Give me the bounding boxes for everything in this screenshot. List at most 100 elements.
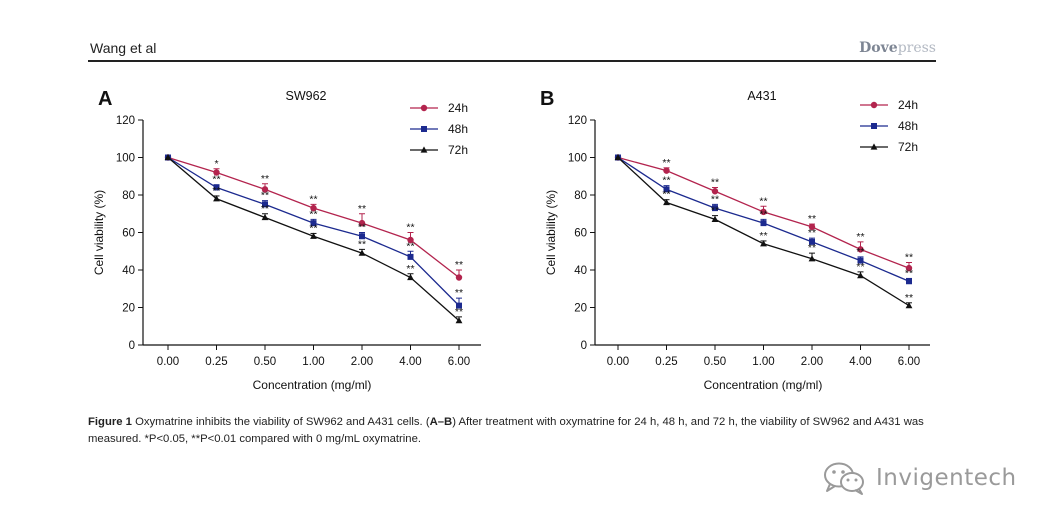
legend-marker: [871, 123, 877, 129]
data-point: [164, 153, 172, 161]
data-point: [261, 213, 269, 221]
x-tick-label: 0.00: [607, 356, 629, 368]
caption-body: ) After treatment with oxymatrine for 24…: [88, 416, 924, 445]
significance-label: **: [406, 263, 414, 275]
y-tick-label: 60: [122, 228, 135, 240]
significance-label: **: [759, 195, 767, 207]
data-point: [455, 317, 463, 324]
significance-label: **: [455, 259, 463, 271]
y-tick-label: 120: [568, 115, 587, 127]
x-axis-label: Concentration (mg/ml): [253, 378, 372, 392]
y-tick-label: 0: [581, 340, 587, 352]
watermark-text: Invigentech: [876, 465, 1017, 491]
significance-label: **: [662, 189, 670, 201]
chart-title: SW962: [286, 89, 327, 103]
legend-marker: [870, 143, 878, 150]
significance-label: **: [711, 177, 719, 189]
data-point: [358, 249, 366, 256]
x-tick-label: 0.00: [157, 356, 179, 368]
x-tick-label: 6.00: [448, 356, 470, 368]
data-point: [711, 188, 719, 195]
y-tick-label: 100: [568, 153, 587, 165]
significance-label: **: [905, 252, 913, 264]
legend-item: 48h: [410, 122, 468, 136]
data-point: [808, 255, 816, 262]
legend-marker: [420, 104, 428, 112]
significance-label: **: [455, 306, 463, 318]
y-tick-label: 20: [122, 303, 135, 315]
data-point: [262, 201, 268, 208]
legend-item: 24h: [410, 101, 468, 115]
significance-label: **: [358, 238, 366, 250]
panel-letter: B: [540, 88, 554, 110]
significance-label: **: [309, 208, 317, 220]
data-point: [663, 198, 670, 206]
data-point: [213, 184, 220, 191]
data-point: [760, 208, 767, 216]
significance-label: **: [261, 190, 269, 202]
wechat-icon: [824, 462, 864, 495]
legend-item: 72h: [860, 140, 918, 154]
legend-label: 24h: [898, 98, 918, 112]
x-tick-label: 2.00: [801, 356, 823, 368]
series-24h: ** ** ** ** ** **: [614, 154, 913, 272]
legend-label: 48h: [448, 122, 468, 136]
data-point: [614, 153, 622, 161]
chart-panel-b: B A431 0 20 40 60 80 100 120 0.00 0.25 0.50 1.00 2.00…: [540, 88, 930, 392]
significance-label: **: [711, 193, 719, 205]
significance-label: **: [856, 261, 864, 273]
data-point: [857, 272, 864, 279]
x-tick-label: 4.00: [849, 356, 871, 368]
data-point: [213, 195, 220, 202]
data-point: [407, 236, 414, 244]
running-head-author: Wang et al: [90, 40, 157, 56]
x-tick-label: 2.00: [351, 356, 373, 368]
y-axis-label: Cell viability (%): [92, 190, 106, 275]
significance-label: **: [905, 267, 913, 279]
data-point: [760, 240, 767, 247]
data-point: [663, 167, 670, 174]
data-point: [906, 278, 912, 285]
significance-label: **: [856, 231, 864, 243]
significance-label: **: [905, 292, 913, 304]
y-tick-label: 80: [122, 190, 135, 202]
data-point: [358, 219, 366, 227]
significance-label: **: [662, 157, 670, 169]
chart-title: A431: [747, 89, 776, 103]
data-point: [760, 220, 767, 227]
data-point: [711, 215, 719, 222]
header-rule: [88, 60, 936, 62]
caption-intro: Oxymatrine inhibits the viability of SW9…: [131, 416, 430, 428]
legend-label: 72h: [898, 140, 918, 154]
y-tick-label: 20: [574, 303, 587, 315]
data-point: [905, 302, 913, 309]
significance-label: **: [759, 230, 767, 242]
data-point: [808, 223, 816, 231]
chart-panel-a: A SW962 0 20 40 60 80 100 120 0.00 0.25 0.50 1.00 2.0…: [92, 88, 481, 392]
data-point: [407, 273, 414, 281]
data-point: [712, 205, 718, 212]
data-point: [261, 186, 269, 193]
series-48h: ** ** ** ** ** **: [165, 154, 463, 309]
legend-label: 48h: [898, 119, 918, 133]
significance-label: **: [358, 222, 366, 234]
data-point: [456, 302, 462, 309]
significance-label: **: [808, 213, 816, 225]
panel-letter: A: [98, 88, 112, 110]
y-tick-label: 80: [574, 190, 587, 202]
data-point: [310, 204, 317, 212]
y-tick-label: 0: [129, 340, 135, 352]
x-tick-label: 0.25: [205, 356, 227, 368]
x-axis-label: Concentration (mg/ml): [704, 378, 823, 392]
x-tick-label: 4.00: [399, 356, 421, 368]
data-point: [905, 264, 913, 272]
significance-label: **: [856, 246, 864, 258]
data-point: [857, 246, 864, 253]
data-point: [455, 274, 463, 281]
data-point: [809, 238, 815, 245]
significance-label: **: [808, 242, 816, 254]
significance-label: **: [358, 203, 366, 215]
caption-label: Figure 1: [88, 416, 132, 428]
legend-label: 24h: [448, 101, 468, 115]
legend-item: 48h: [860, 119, 918, 133]
